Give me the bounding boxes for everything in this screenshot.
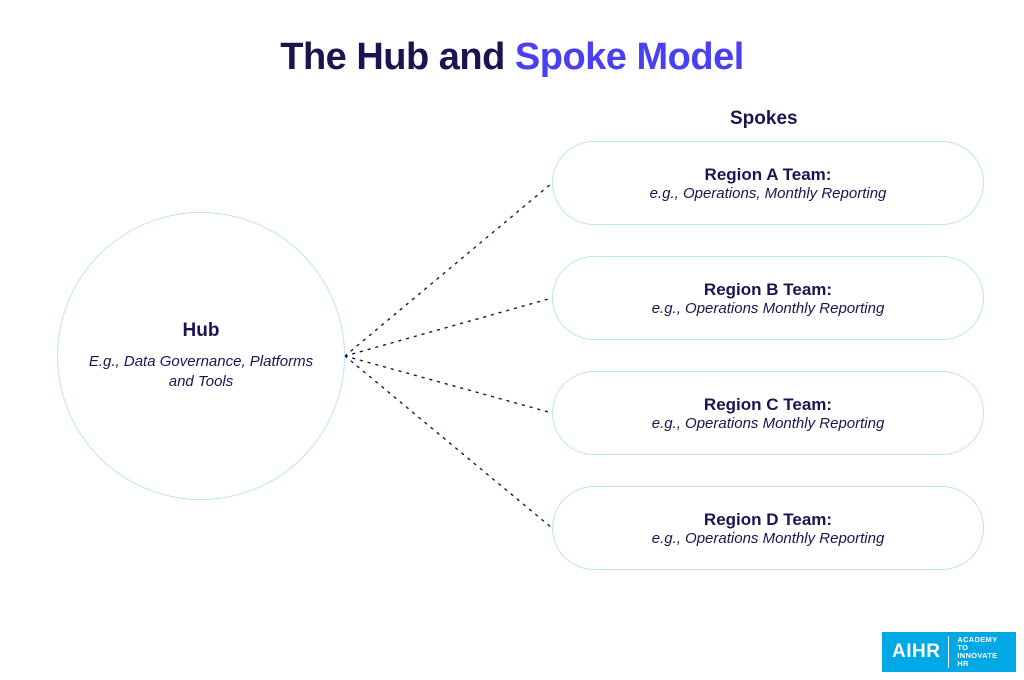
logo-sub-text: ACADEMY TO INNOVATE HR (957, 636, 1006, 668)
aihr-logo: AIHR ACADEMY TO INNOVATE HR (882, 632, 1016, 672)
logo-sub-line2: INNOVATE HR (957, 651, 997, 668)
spoke-region-c: Region C Team: e.g., Operations Monthly … (552, 371, 984, 455)
spoke-title: Region B Team: (704, 280, 832, 300)
spoke-title: Region D Team: (704, 510, 832, 530)
title-part-2: Spoke Model (515, 36, 744, 78)
spoke-subtitle: e.g., Operations, Monthly Reporting (650, 185, 887, 202)
spoke-title: Region C Team: (704, 395, 832, 415)
logo-sub-line1: ACADEMY TO (957, 635, 997, 652)
spokes-heading: Spokes (730, 108, 798, 130)
spoke-region-a: Region A Team: e.g., Operations, Monthly… (552, 141, 984, 225)
logo-divider (948, 636, 949, 668)
spoke-region-d: Region D Team: e.g., Operations Monthly … (552, 486, 984, 570)
logo-main-text: AIHR (892, 641, 940, 663)
spoke-subtitle: e.g., Operations Monthly Reporting (652, 300, 885, 317)
spoke-region-b: Region B Team: e.g., Operations Monthly … (552, 256, 984, 340)
diagram-canvas: The Hub and Spoke Model Spokes Hub E.g.,… (0, 0, 1024, 680)
hub-title: Hub (183, 320, 220, 342)
spoke-subtitle: e.g., Operations Monthly Reporting (652, 415, 885, 432)
spoke-title: Region A Team: (705, 165, 832, 185)
spoke-subtitle: e.g., Operations Monthly Reporting (652, 530, 885, 547)
hub-subtitle: E.g., Data Governance, Platforms and Too… (82, 352, 320, 393)
hub-node: Hub E.g., Data Governance, Platforms and… (57, 212, 345, 500)
title-part-1: The Hub and (280, 36, 515, 78)
page-title: The Hub and Spoke Model (0, 36, 1024, 79)
